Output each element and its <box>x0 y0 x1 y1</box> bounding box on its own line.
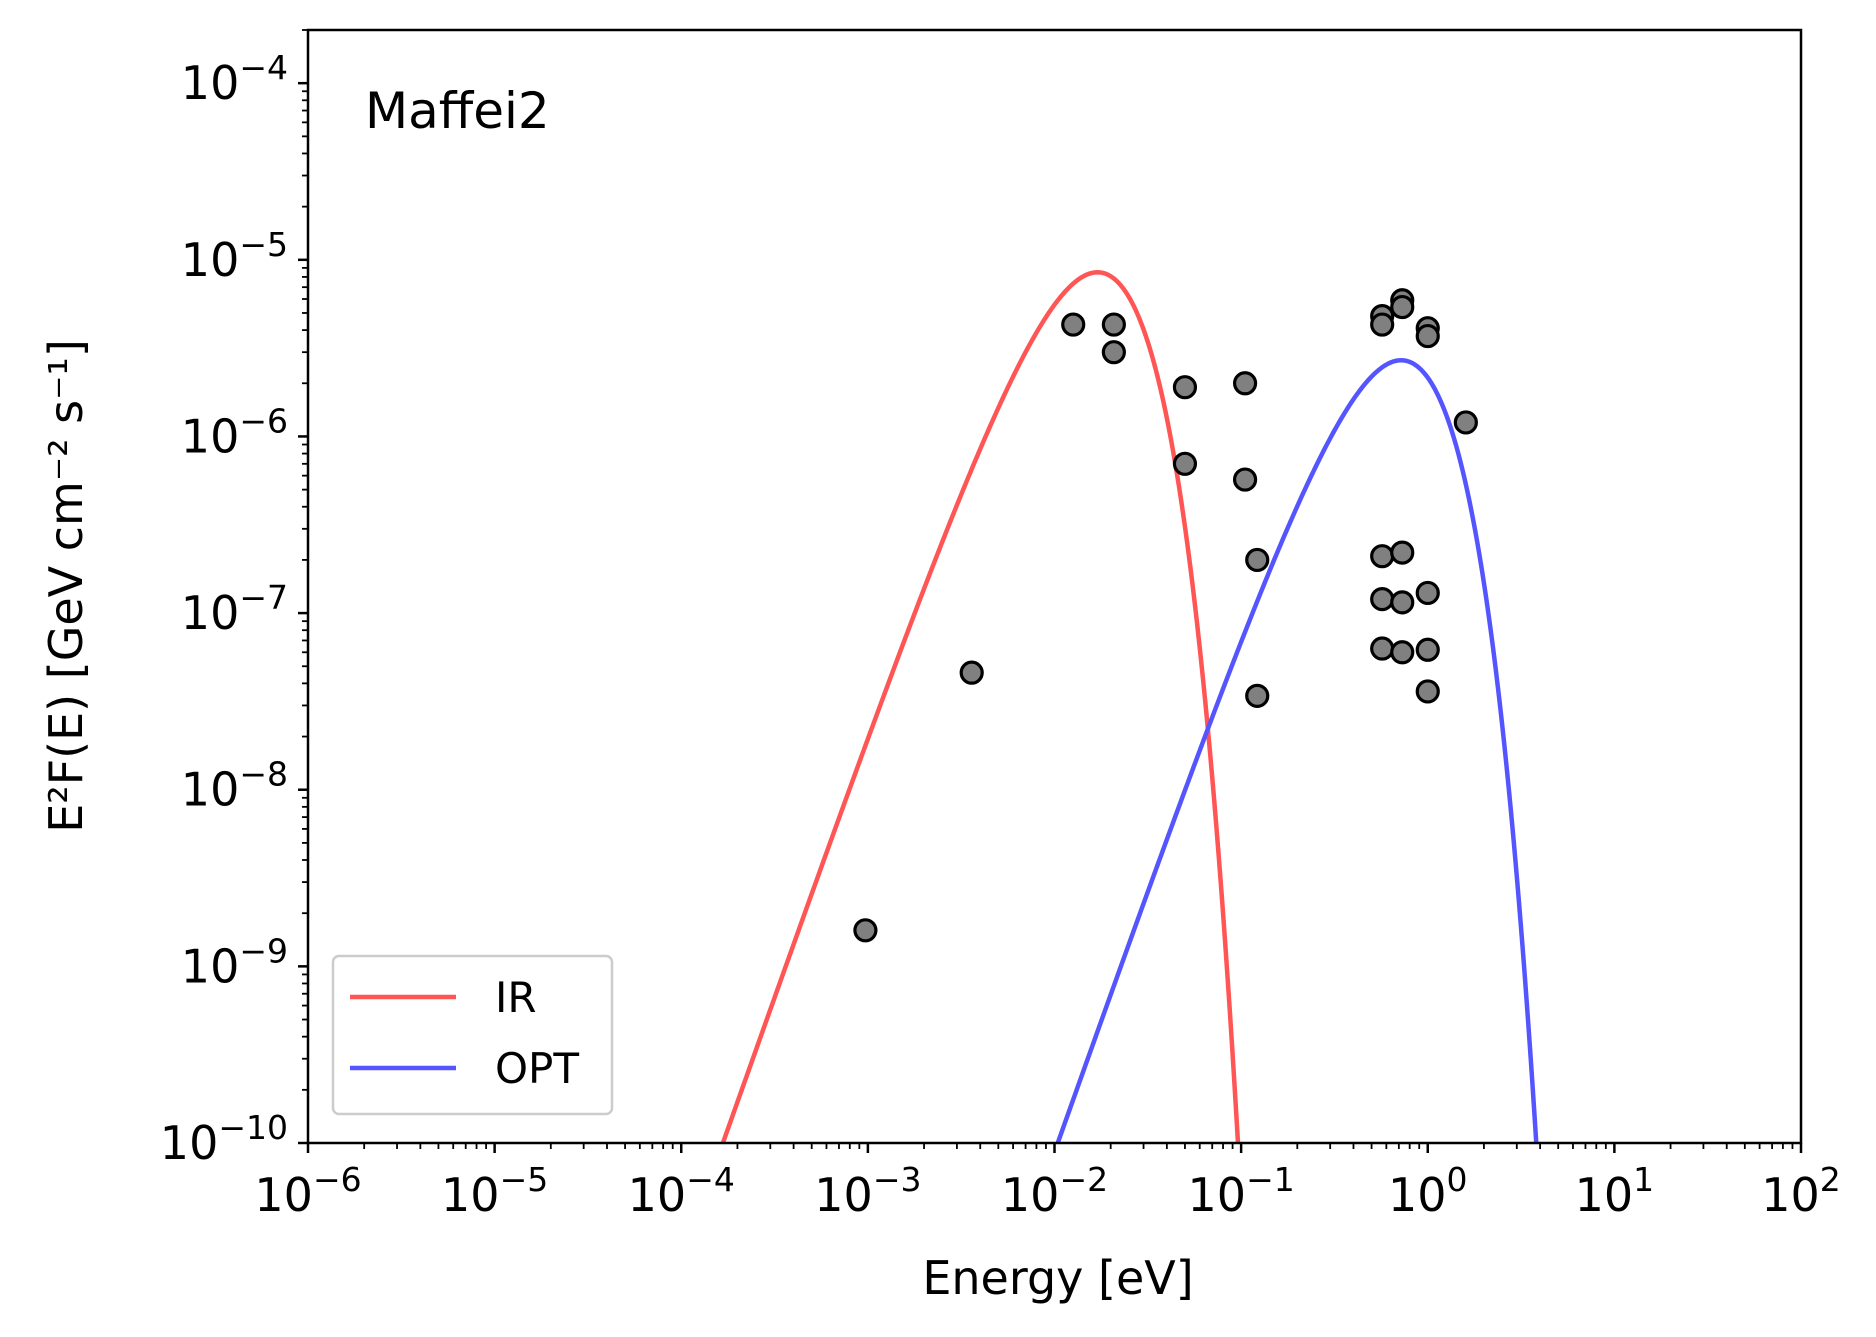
y-tick-label: 10−5 <box>181 225 288 287</box>
data-point <box>1415 679 1440 704</box>
data-points <box>853 288 1478 943</box>
y-tick-label: 10−9 <box>181 931 288 993</box>
data-point <box>1453 410 1478 435</box>
x-axis-ticks: 10−6 10−5 10−4 10−3 10−2 10−1 100 101 102 <box>254 1143 1841 1222</box>
y-tick-label: 10−4 <box>181 48 288 110</box>
data-point <box>1370 587 1395 612</box>
data-point <box>1390 590 1415 615</box>
curve-ir <box>720 270 1241 1143</box>
data-point <box>1172 375 1198 400</box>
data-point <box>1232 371 1258 396</box>
x-axis-label: Energy [eV] <box>922 1251 1193 1305</box>
data-point <box>1370 312 1395 337</box>
data-point <box>853 918 878 943</box>
legend-label-opt: OPT <box>495 1044 579 1093</box>
data-point <box>1415 580 1440 606</box>
y-tick-label: 10−10 <box>160 1108 288 1170</box>
data-point <box>959 660 984 685</box>
data-point <box>1232 467 1258 492</box>
data-point <box>1245 683 1270 708</box>
data-point <box>1390 540 1415 565</box>
y-tick-label: 10−6 <box>181 401 288 463</box>
data-point <box>1370 636 1395 661</box>
legend: IR OPT <box>331 954 614 1116</box>
data-point <box>1370 544 1395 569</box>
x-tick-label: 102 <box>1761 1160 1841 1222</box>
annotation-label: Maffei2 <box>365 82 550 140</box>
x-tick-label: 10−3 <box>814 1160 921 1222</box>
x-tick-label: 10−2 <box>1001 1160 1108 1222</box>
data-point <box>1172 451 1198 476</box>
x-tick-label: 101 <box>1575 1160 1655 1222</box>
x-tick-label: 100 <box>1388 1160 1468 1222</box>
model-curves <box>720 270 1539 1143</box>
data-point <box>1390 640 1415 665</box>
x-tick-label: 10−5 <box>441 1160 548 1222</box>
data-point <box>1390 294 1415 320</box>
x-tick-label: 10−6 <box>254 1160 361 1222</box>
legend-label-ir: IR <box>495 973 537 1022</box>
data-point <box>1061 312 1086 337</box>
x-tick-label: 10−1 <box>1188 1160 1295 1222</box>
y-tick-label: 10−8 <box>181 755 288 817</box>
x-tick-label: 10−4 <box>628 1160 735 1222</box>
data-point <box>1415 637 1440 662</box>
y-axis-label: E²F(E) [GeV cm⁻² s⁻¹] <box>39 339 93 833</box>
data-point <box>1101 312 1126 337</box>
data-point <box>1415 323 1440 349</box>
data-point <box>1101 340 1126 365</box>
y-axis-ticks: 10−10 10−9 10−8 10−7 10−6 10−5 10−4 <box>160 29 308 1170</box>
data-point <box>1245 547 1270 573</box>
y-tick-label: 10−7 <box>181 578 288 640</box>
